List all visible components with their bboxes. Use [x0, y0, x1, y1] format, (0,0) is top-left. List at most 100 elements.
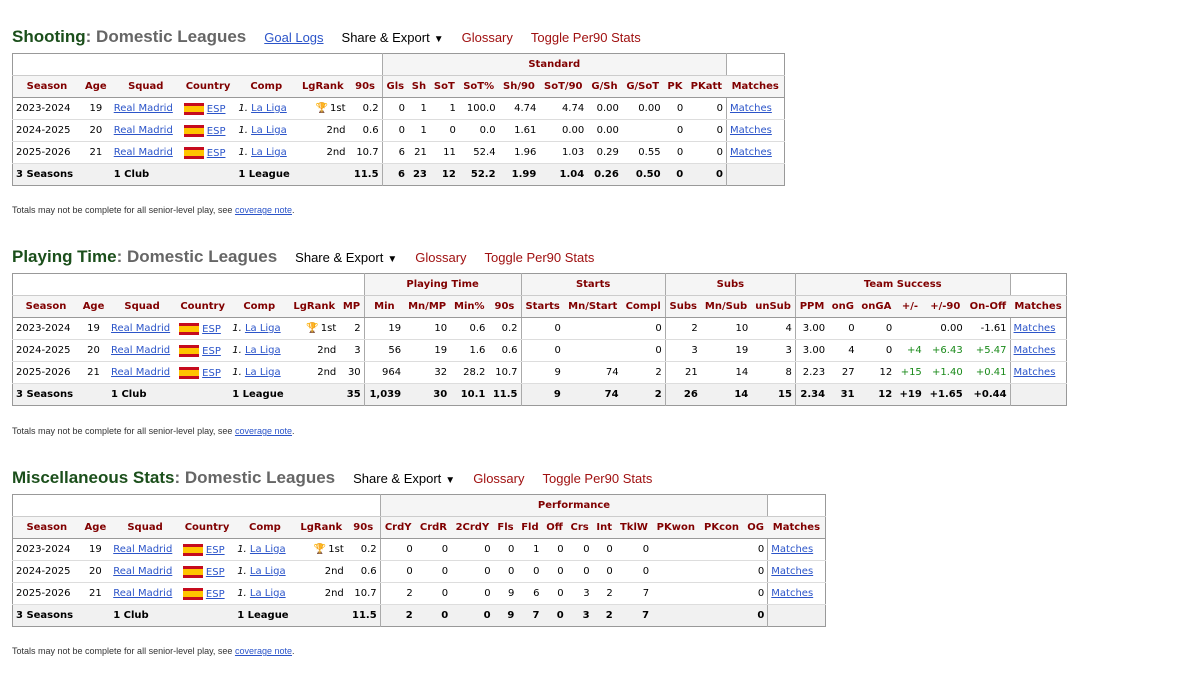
squad-link[interactable]: Real Madrid [113, 588, 173, 599]
col-header-col[interactable]: +/- [895, 295, 925, 318]
squad-link[interactable]: Real Madrid [111, 367, 171, 378]
col-header-90s[interactable]: 90s [488, 295, 522, 318]
goal-logs-link[interactable]: Goal Logs [264, 30, 324, 45]
comp-link[interactable]: La Liga [251, 147, 287, 158]
glossary-link[interactable]: Glossary [461, 30, 513, 45]
col-header-off[interactable]: Off [542, 516, 567, 539]
glossary-link[interactable]: Glossary [473, 471, 525, 486]
col-header-min[interactable]: Min% [450, 295, 489, 318]
col-header-og[interactable]: OG [743, 516, 768, 539]
col-header-matches[interactable]: Matches [726, 75, 785, 98]
col-header-pkatt[interactable]: PKatt [686, 75, 727, 98]
col-header-crs[interactable]: Crs [566, 516, 593, 539]
comp-link[interactable]: La Liga [244, 367, 281, 378]
squad-link[interactable]: Real Madrid [113, 147, 173, 158]
col-header-tklw[interactable]: TklW [615, 516, 653, 539]
coverage-note-link[interactable]: coverage note [234, 205, 292, 215]
country-link[interactable]: ESP [202, 367, 221, 379]
country-link[interactable]: ESP [206, 147, 226, 159]
col-header-90s[interactable]: 90s [346, 516, 381, 539]
col-header-90s[interactable]: 90s [348, 75, 383, 98]
squad-link[interactable]: Real Madrid [113, 125, 173, 136]
col-header-pk[interactable]: PK [663, 75, 687, 98]
coverage-note-link[interactable]: coverage note [234, 426, 292, 436]
col-header-mp[interactable]: MP [339, 295, 365, 318]
col-header-comp[interactable]: Comp [234, 516, 296, 539]
share-export-button[interactable]: Share & Export ▼ [342, 30, 444, 45]
matches-link[interactable]: Matches [1013, 367, 1056, 378]
col-header-onga[interactable]: onGA [857, 295, 896, 318]
comp-link[interactable]: La Liga [249, 544, 286, 555]
comp-link[interactable]: La Liga [244, 345, 281, 356]
col-header-season[interactable]: Season [12, 295, 80, 318]
col-header-g-sh[interactable]: G/Sh [587, 75, 622, 98]
country-link[interactable]: ESP [205, 566, 225, 578]
squad-link[interactable]: Real Madrid [111, 345, 171, 356]
toggle-per90-link[interactable]: Toggle Per90 Stats [542, 471, 653, 486]
comp-link[interactable]: La Liga [251, 103, 287, 114]
country-link[interactable]: ESP [206, 103, 226, 115]
col-header-sot[interactable]: SoT [429, 75, 459, 98]
col-header-sot-90[interactable]: SoT/90 [539, 75, 588, 98]
col-header-ppm[interactable]: PPM [794, 295, 829, 318]
matches-link[interactable]: Matches [1013, 323, 1056, 334]
toggle-per90-link[interactable]: Toggle Per90 Stats [484, 250, 595, 265]
col-header-gls[interactable]: Gls [381, 75, 408, 98]
matches-link[interactable]: Matches [729, 125, 772, 136]
col-header-country[interactable]: Country [179, 516, 235, 539]
col-header-mn-mp[interactable]: Mn/MP [404, 295, 451, 318]
col-header-min[interactable]: Min [363, 295, 405, 318]
matches-link[interactable]: Matches [729, 103, 772, 114]
col-header-lgrank[interactable]: LgRank [295, 516, 347, 539]
col-header-squad[interactable]: Squad [110, 75, 181, 98]
matches-link[interactable]: Matches [1013, 345, 1056, 356]
col-header-fls[interactable]: Fls [493, 516, 518, 539]
col-header-mn-start[interactable]: Mn/Start [563, 295, 622, 318]
col-header-crdr[interactable]: CrdR [415, 516, 452, 539]
col-header-sh[interactable]: Sh [408, 75, 430, 98]
country-link[interactable]: ESP [205, 544, 225, 556]
matches-link[interactable]: Matches [771, 544, 814, 555]
toggle-per90-link[interactable]: Toggle Per90 Stats [530, 30, 641, 45]
country-link[interactable]: ESP [206, 125, 226, 137]
col-header-sh-90[interactable]: Sh/90 [498, 75, 540, 98]
col-header-lgrank[interactable]: LgRank [289, 295, 340, 318]
col-header-crdy[interactable]: CrdY [379, 516, 416, 539]
col-header-season[interactable]: Season [12, 516, 81, 539]
col-header-lgrank[interactable]: LgRank [297, 75, 349, 98]
col-header-fld[interactable]: Fld [517, 516, 543, 539]
comp-link[interactable]: La Liga [251, 125, 287, 136]
country-link[interactable]: ESP [202, 323, 221, 335]
col-header-on-off[interactable]: On-Off [965, 295, 1011, 318]
col-header-compl[interactable]: Compl [621, 295, 666, 318]
share-export-button[interactable]: Share & Export ▼ [353, 471, 455, 486]
comp-link[interactable]: La Liga [244, 323, 281, 334]
comp-link[interactable]: La Liga [249, 566, 286, 577]
share-export-button[interactable]: Share & Export ▼ [295, 250, 397, 265]
matches-link[interactable]: Matches [771, 566, 814, 577]
col-header-ong[interactable]: onG [828, 295, 858, 318]
squad-link[interactable]: Real Madrid [113, 103, 173, 114]
col-header-squad[interactable]: Squad [110, 516, 180, 539]
country-link[interactable]: ESP [205, 588, 225, 600]
col-header-country[interactable]: Country [176, 295, 230, 318]
comp-link[interactable]: La Liga [249, 588, 286, 599]
col-header-subs[interactable]: Subs [664, 295, 701, 318]
col-header-matches[interactable]: Matches [767, 516, 826, 539]
glossary-link[interactable]: Glossary [415, 250, 467, 265]
squad-link[interactable]: Real Madrid [111, 323, 171, 334]
col-header-mn-sub[interactable]: Mn/Sub [700, 295, 752, 318]
col-header-age[interactable]: Age [80, 75, 111, 98]
col-header-country[interactable]: Country [180, 75, 236, 98]
col-header-sot[interactable]: SoT% [458, 75, 499, 98]
col-header-squad[interactable]: Squad [108, 295, 177, 318]
col-header-unsub[interactable]: unSub [751, 295, 796, 318]
col-header-matches[interactable]: Matches [1010, 295, 1067, 318]
col-header-age[interactable]: Age [79, 295, 109, 318]
col-header-g-sot[interactable]: G/SoT [621, 75, 664, 98]
col-header-age[interactable]: Age [80, 516, 111, 539]
col-header-comp[interactable]: Comp [229, 295, 290, 318]
squad-link[interactable]: Real Madrid [113, 566, 173, 577]
col-header-pkcon[interactable]: PKcon [699, 516, 744, 539]
col-header-starts[interactable]: Starts [520, 295, 564, 318]
